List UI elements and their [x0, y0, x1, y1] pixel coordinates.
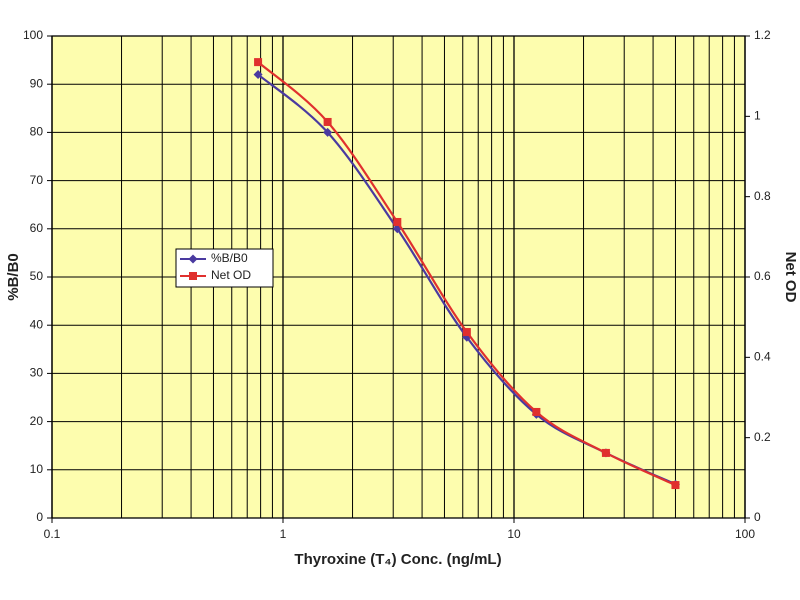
y2-tick-label: 0.8 [754, 189, 771, 203]
y-tick-label: 70 [30, 173, 44, 187]
marker [601, 448, 610, 457]
legend-label: Net OD [211, 268, 251, 282]
y-tick-label: 50 [30, 269, 44, 283]
y2-tick-label: 0.6 [754, 269, 771, 283]
x-tick-label: 0.1 [44, 527, 61, 541]
x-tick-label: 100 [735, 527, 755, 541]
x-tick-label: 10 [507, 527, 521, 541]
marker [323, 117, 332, 126]
legend-label: %B/B0 [211, 251, 248, 265]
y-axis-label: %B/B0 [5, 253, 22, 301]
y2-axis-label: Net OD [782, 252, 799, 303]
y-tick-label: 80 [30, 125, 44, 139]
y2-tick-label: 0.2 [754, 430, 771, 444]
y2-tick-label: 0.4 [754, 350, 771, 364]
y-tick-label: 40 [30, 317, 44, 331]
marker [323, 127, 333, 137]
marker [189, 272, 197, 280]
plot-border [51, 35, 746, 519]
y-tick-label: 0 [36, 510, 43, 524]
marker [188, 254, 198, 264]
y-tick-label: 100 [23, 28, 43, 42]
y-tick-label: 60 [30, 221, 44, 235]
marker [393, 217, 402, 226]
marker [532, 407, 541, 416]
y2-tick-label: 1.2 [754, 28, 771, 42]
x-tick-label: 1 [280, 527, 287, 541]
marker [253, 70, 263, 80]
y2-tick-label: 0 [754, 510, 761, 524]
y2-tick-label: 1 [754, 109, 761, 123]
y-tick-label: 20 [30, 414, 44, 428]
marker [462, 328, 471, 337]
y-tick-label: 30 [30, 366, 44, 380]
x-axis-label: Thyroxine (T₄) Conc. (ng/mL) [294, 551, 501, 568]
marker [671, 481, 680, 490]
marker [254, 58, 263, 67]
y-tick-label: 90 [30, 76, 44, 90]
y-tick-label: 10 [30, 462, 44, 476]
